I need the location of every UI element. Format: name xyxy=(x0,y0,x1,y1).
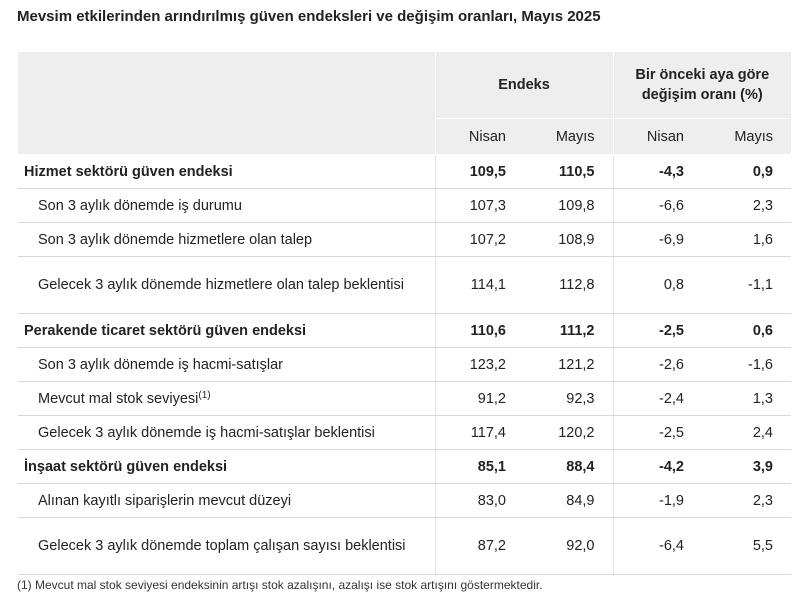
col-header: Mayıs xyxy=(524,118,613,155)
footnote: (1) Mevcut mal stok seviyesi endeksinin … xyxy=(17,578,543,592)
cell: 85,1 xyxy=(434,449,524,484)
cell: 2,4 xyxy=(702,415,792,450)
table-row: Son 3 aylık dönemde iş durumu 107,3 109,… xyxy=(18,188,792,223)
cell: -1,1 xyxy=(702,256,792,314)
cell: 5,5 xyxy=(702,517,792,575)
table-row: Alınan kayıtlı siparişlerin mevcut düzey… xyxy=(18,483,792,518)
cell: 88,4 xyxy=(524,449,613,484)
cell: 2,3 xyxy=(702,483,792,518)
cell: 107,2 xyxy=(434,222,524,257)
cell: -2,5 xyxy=(612,415,702,450)
cell: 117,4 xyxy=(434,415,524,450)
row-label: Gelecek 3 aylık dönemde iş hacmi-satışla… xyxy=(18,415,435,450)
row-label: Perakende ticaret sektörü güven endeksi xyxy=(18,313,435,348)
cell: 1,3 xyxy=(702,381,792,416)
cell: 87,2 xyxy=(434,517,524,575)
cell: -2,6 xyxy=(612,347,702,382)
cell: -4,3 xyxy=(612,154,702,189)
cell: -6,4 xyxy=(612,517,702,575)
table-row: Gelecek 3 aylık dönemde hizmetlere olan … xyxy=(18,256,792,314)
cell: -4,2 xyxy=(612,449,702,484)
row-label-text: Mevcut mal stok seviyesi xyxy=(38,391,199,407)
table-row: Hizmet sektörü güven endeksi 109,5 110,5… xyxy=(18,154,792,189)
cell: -1,9 xyxy=(612,483,702,518)
col-header: Mayıs xyxy=(702,118,792,155)
table-row: Son 3 aylık dönemde iş hacmi-satışlar 12… xyxy=(18,347,792,382)
cell: 110,5 xyxy=(524,154,613,189)
cell: 92,0 xyxy=(524,517,613,575)
footnote-marker: (1) xyxy=(198,390,211,401)
col-header: Nisan xyxy=(612,118,702,155)
row-label: İnşaat sektörü güven endeksi xyxy=(18,449,435,484)
cell: 112,8 xyxy=(524,256,613,314)
cell: 114,1 xyxy=(434,256,524,314)
change-rate-group-header: Bir önceki aya göre değişim oranı (%) xyxy=(612,52,792,119)
cell: 121,2 xyxy=(524,347,613,382)
cell: -6,9 xyxy=(612,222,702,257)
cell: -1,6 xyxy=(702,347,792,382)
cell: 108,9 xyxy=(524,222,613,257)
row-label: Son 3 aylık dönemde iş hacmi-satışlar xyxy=(18,347,435,382)
cell: 120,2 xyxy=(524,415,613,450)
table-row: Gelecek 3 aylık dönemde iş hacmi-satışla… xyxy=(18,415,792,450)
cell: -6,6 xyxy=(612,188,702,223)
cell: 92,3 xyxy=(524,381,613,416)
cell: 2,3 xyxy=(702,188,792,223)
cell: 91,2 xyxy=(434,381,524,416)
row-label: Son 3 aylık dönemde hizmetlere olan tale… xyxy=(18,222,435,257)
cell: 83,0 xyxy=(434,483,524,518)
cell: -2,4 xyxy=(612,381,702,416)
cell: 84,9 xyxy=(524,483,613,518)
cell: 0,6 xyxy=(702,313,792,348)
cell: 107,3 xyxy=(434,188,524,223)
row-label: Gelecek 3 aylık dönemde toplam çalışan s… xyxy=(18,517,435,575)
row-label: Hizmet sektörü güven endeksi xyxy=(18,154,435,189)
table-title: Mevsim etkilerinden arındırılmış güven e… xyxy=(17,8,601,25)
row-label: Gelecek 3 aylık dönemde hizmetlere olan … xyxy=(18,256,435,314)
row-label: Son 3 aylık dönemde iş durumu xyxy=(18,188,435,223)
cell: 1,6 xyxy=(702,222,792,257)
cell: 0,8 xyxy=(612,256,702,314)
row-label-header xyxy=(18,52,435,155)
cell: 109,5 xyxy=(434,154,524,189)
cell: 111,2 xyxy=(524,313,613,348)
table-row: Perakende ticaret sektörü güven endeksi … xyxy=(18,313,792,348)
cell: 3,9 xyxy=(702,449,792,484)
table-row: İnşaat sektörü güven endeksi 85,1 88,4 -… xyxy=(18,449,792,484)
cell: -2,5 xyxy=(612,313,702,348)
index-group-header: Endeks xyxy=(434,52,613,119)
col-header: Nisan xyxy=(434,118,524,155)
table-row: Mevcut mal stok seviyesi(1) 91,2 92,3 -2… xyxy=(18,381,792,416)
confidence-index-table: Endeks Bir önceki aya göre değişim oranı… xyxy=(18,52,792,575)
row-label: Alınan kayıtlı siparişlerin mevcut düzey… xyxy=(18,483,435,518)
cell: 0,9 xyxy=(702,154,792,189)
table-row: Gelecek 3 aylık dönemde toplam çalışan s… xyxy=(18,517,792,575)
table-row: Son 3 aylık dönemde hizmetlere olan tale… xyxy=(18,222,792,257)
row-label: Mevcut mal stok seviyesi(1) xyxy=(18,381,435,416)
cell: 109,8 xyxy=(524,188,613,223)
cell: 123,2 xyxy=(434,347,524,382)
cell: 110,6 xyxy=(434,313,524,348)
